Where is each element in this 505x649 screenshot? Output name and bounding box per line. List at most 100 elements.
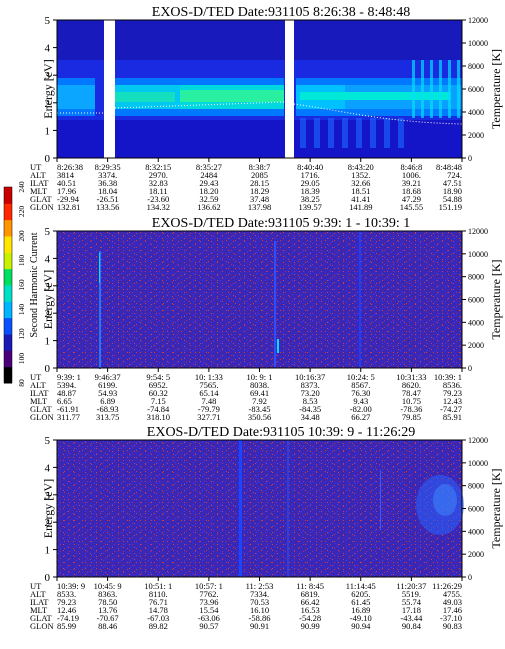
ephemeris-value: 17.96 (57, 186, 76, 196)
temperature-trace (57, 101, 463, 125)
ephemeris-value: 8:26:38 (57, 162, 83, 172)
ephemeris-value: 54.93 (98, 388, 117, 398)
y-right-tick-label: 4000 (468, 108, 484, 117)
ephemeris-value: 61.45 (351, 597, 370, 607)
ephemeris-value: -74.19 (57, 613, 79, 623)
ephemeris-value: 47.29 (402, 194, 421, 204)
streak-low (384, 118, 390, 148)
ephemeris-value: 90.57 (199, 621, 218, 631)
y-right-tick-label: 6000 (468, 85, 484, 94)
colorbar-segment (4, 334, 12, 351)
y-right-tick-label: 0 (468, 154, 472, 163)
heatmap-upper (57, 20, 462, 60)
ephemeris-value: -78.36 (400, 404, 422, 414)
ephemeris-value: -70.67 (97, 613, 119, 623)
spike-1-core (99, 253, 100, 283)
panel-title: EXOS-D/TED Date:931105 9:39: 1 - 10:39: … (152, 216, 410, 231)
ephemeris-value: 8536. (443, 380, 462, 390)
ephemeris-value: 2970. (149, 170, 168, 180)
ephemeris-value: 9:46:37 (95, 372, 121, 382)
y-tick-label: 1 (45, 545, 51, 557)
ephemeris-value: -84.35 (299, 404, 321, 414)
ephemeris-value: 7762. (199, 589, 218, 599)
ephemeris-value: 1006. (402, 170, 421, 180)
y-right-tick-label: 12000 (468, 227, 488, 236)
y-right-tick-label: 2000 (468, 550, 484, 559)
y-tick-label: 2 (45, 517, 51, 529)
ephemeris-value: 12.46 (57, 605, 76, 615)
y-tick-label: 0 (45, 363, 51, 375)
streak (430, 60, 433, 118)
ephemeris-value: -67.03 (147, 613, 169, 623)
spectrogram (57, 20, 463, 158)
colorbar-tick-label: 100 (17, 353, 26, 365)
ephemeris-table: UT 8:26:38 8:29:35 8:32:15 8:35:27 8:38:7 8:40… (30, 162, 462, 212)
y-right-tick-label: 8000 (468, 62, 484, 71)
ephemeris-value: 66.27 (351, 412, 370, 422)
streak-low (356, 118, 362, 148)
ephemeris-value: 36.38 (98, 178, 117, 188)
ephemeris-value: 2085 (251, 170, 268, 180)
ephemeris-table: UT 9:39: 1 9:46:37 9:54: 5 10: 1:33 10: 9: 1 1… (30, 372, 462, 422)
ephemeris-value: 10: 9: 1 (247, 372, 273, 382)
streak-low (300, 118, 306, 148)
colorbar-segment (4, 268, 12, 286)
band-core (180, 90, 284, 102)
colorbar-segment (4, 219, 12, 237)
ephemeris-value: 5394. (57, 380, 76, 390)
y-right-tick-label: 4000 (468, 318, 484, 327)
ephemeris-value: 10:51: 1 (144, 581, 172, 591)
y-right-tick-label: 2000 (468, 341, 484, 350)
ephemeris-value: 8.53 (303, 396, 318, 406)
colorbar-segment (4, 203, 12, 221)
ephemeris-value: 6199. (98, 380, 117, 390)
ephemeris-value: 8373. (301, 380, 320, 390)
streak-low (342, 118, 348, 148)
y-axis-label: Energy [eV] (41, 270, 55, 329)
ephemeris-value: 8:38:7 (249, 162, 271, 172)
y-tick-label: 2 (45, 98, 51, 110)
colorbar-segment (4, 317, 12, 335)
ephemeris-value: 15.54 (199, 605, 219, 615)
ephemeris-label: GLON (30, 412, 54, 422)
ephemeris-value: 311.77 (57, 412, 80, 422)
streak-low (314, 118, 320, 148)
bright-core (433, 484, 457, 516)
ephemeris-label: MLT (30, 396, 48, 406)
ephemeris-label: UT (30, 581, 42, 591)
ephemeris-value: -29.94 (57, 194, 80, 204)
ephemeris-value: -74.84 (147, 404, 170, 414)
ephemeris-value: 90.84 (402, 621, 422, 631)
ephemeris-value: 48.87 (57, 388, 76, 398)
ephemeris-value: -49.10 (350, 613, 372, 623)
ephemeris-value: 18.29 (250, 186, 269, 196)
y-tick-label: 4 (45, 253, 51, 265)
ephemeris-value: 7.15 (151, 396, 166, 406)
spectrogram (57, 231, 462, 369)
y-tick-label: 0 (45, 153, 51, 165)
ephemeris-value: 2484 (200, 170, 218, 180)
ephemeris-value: 8:35:27 (196, 162, 222, 172)
ephemeris-label: GLON (30, 202, 54, 212)
ephemeris-value: 141.89 (349, 202, 372, 212)
colorbar-segment (4, 187, 12, 204)
ephemeris-value: 16.53 (301, 605, 320, 615)
ephemeris-value: 8:43:20 (348, 162, 374, 172)
colorbar-segment (4, 350, 12, 368)
ephemeris-value: 8:40:40 (297, 162, 323, 172)
ephemeris-value: 9:39: 1 (57, 372, 81, 382)
colorbar-label: Second Harmonic Current (29, 232, 40, 337)
y-axis-label: Energy [eV] (41, 59, 55, 118)
ephemeris-value: 9:54: 5 (146, 372, 170, 382)
ephemeris-value: 78.50 (98, 597, 117, 607)
ephemeris-label: ILAT (30, 388, 49, 398)
ephemeris-value: -82.00 (350, 404, 372, 414)
ephemeris-value: 134.32 (147, 202, 170, 212)
heatmap-noise-2 (57, 231, 462, 368)
ephemeris-label: GLAT (30, 194, 53, 204)
ephemeris-value: 10:31:33 (396, 372, 426, 382)
streak (448, 60, 451, 118)
ephemeris-label: MLT (30, 186, 48, 196)
ephemeris-value: 145.55 (400, 202, 423, 212)
heatmap-lower (57, 120, 462, 158)
